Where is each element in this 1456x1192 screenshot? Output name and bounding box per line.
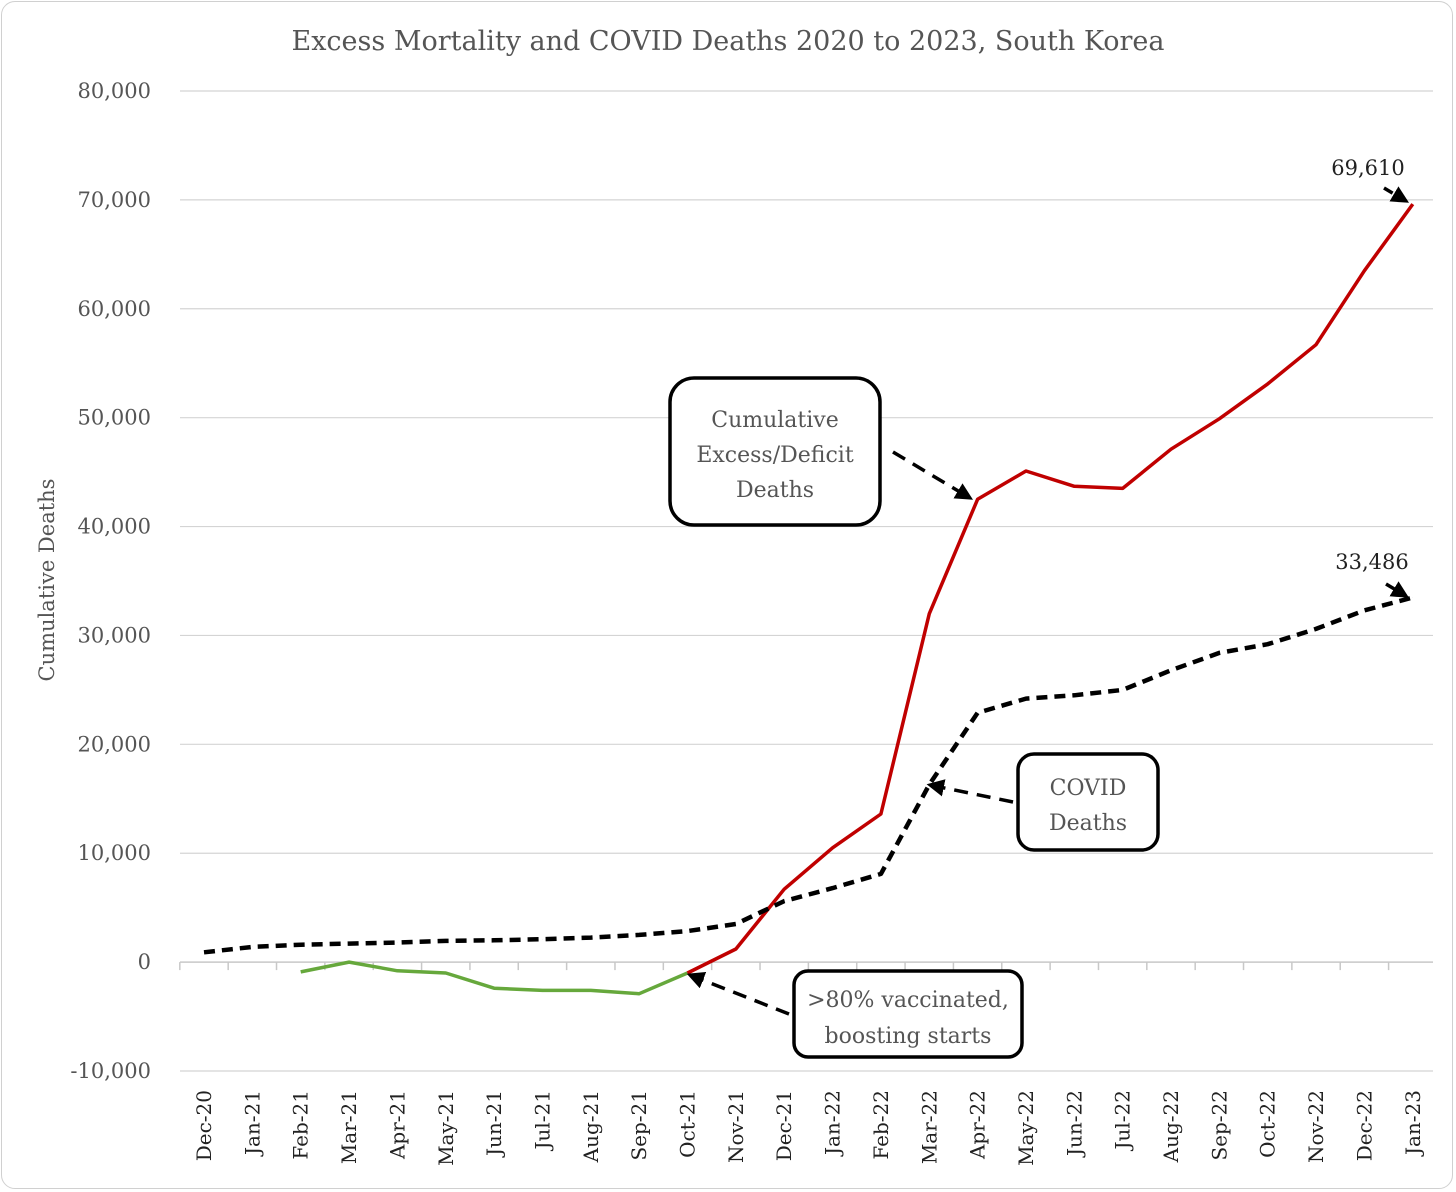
series-lines (203, 203, 1415, 996)
x-tick-label: Sep-22 (1207, 1090, 1231, 1161)
covid-callout-line-1: COVID (1050, 776, 1127, 801)
y-tick-label: 70,000 (78, 188, 151, 212)
excess-callout-line-3: Deaths (736, 478, 814, 503)
y-axis-label: Cumulative Deaths (35, 479, 59, 682)
x-tick-label: Jun-22 (1062, 1090, 1086, 1158)
x-tick-label: May-22 (1014, 1090, 1038, 1166)
excess-callout-arrow (892, 450, 974, 500)
vaccine-callout: >80% vaccinated, boosting starts (686, 969, 1024, 1059)
y-tick-label: 60,000 (78, 297, 151, 321)
x-tick-label: Mar-22 (917, 1090, 941, 1164)
gridlines (180, 90, 1433, 1072)
excess-callout: Cumulative Excess/Deficit Deaths (668, 376, 974, 527)
x-tick-label: Apr-22 (966, 1090, 990, 1160)
y-tick-label: 20,000 (78, 732, 151, 756)
x-tick-label: Jun-21 (482, 1090, 506, 1158)
x-tick-label: Jan-22 (821, 1090, 845, 1157)
excess-callout-line-1: Cumulative (711, 408, 839, 433)
y-axis-ticks: -10,000 0 10,000 20,000 30,000 40,000 50,000 60… (70, 79, 151, 1083)
excess-callout-line-2: Excess/Deficit (696, 443, 853, 468)
x-axis (179, 961, 1433, 971)
series-line-2 (203, 595, 1414, 955)
y-tick-label: 10,000 (78, 841, 151, 865)
x-tick-label: Jul-22 (1111, 1090, 1135, 1152)
chart-title: Excess Mortality and COVID Deaths 2020 t… (291, 26, 1164, 57)
x-tick-label: Mar-21 (337, 1090, 361, 1164)
x-tick-label: Jan-21 (240, 1090, 264, 1157)
y-tick-label: -10,000 (70, 1059, 151, 1083)
vaccine-callout-line-2: boosting starts (825, 1024, 992, 1049)
vaccine-callout-line-1: >80% vaccinated, (807, 988, 1009, 1013)
excess-end-label: 69,610 (1331, 156, 1404, 180)
x-tick-label: Dec-20 (192, 1090, 216, 1161)
covid-end-arrow (1385, 581, 1410, 598)
x-axis-ticks: Dec-20 Jan-21 Feb-21 Mar-21 Apr-21 May-21 Jun-… (192, 1090, 1425, 1166)
covid-end-annotation: 33,486 (1335, 550, 1410, 598)
series-line-1 (686, 203, 1415, 975)
y-tick-label: 80,000 (78, 79, 151, 103)
x-tick-label: Feb-22 (869, 1090, 893, 1160)
x-tick-label: Feb-21 (289, 1090, 313, 1160)
x-tick-label: Aug-22 (1159, 1090, 1183, 1163)
covid-callout-line-2: Deaths (1049, 811, 1127, 836)
y-tick-label: 30,000 (78, 623, 151, 647)
x-tick-label: Jul-21 (530, 1090, 554, 1152)
covid-callout-arrow (926, 779, 1014, 804)
x-tick-label: Nov-22 (1304, 1090, 1328, 1163)
x-tick-label: Jan-23 (1401, 1090, 1425, 1157)
series-line-0 (300, 960, 689, 996)
excess-end-annotation: 69,610 (1331, 156, 1410, 203)
x-tick-label: Dec-21 (772, 1090, 796, 1161)
covid-end-label: 33,486 (1335, 550, 1408, 574)
x-tick-label: Nov-21 (724, 1090, 748, 1163)
x-tick-label: May-21 (434, 1090, 458, 1166)
x-tick-label: Apr-21 (385, 1090, 409, 1160)
excess-end-arrow (1383, 186, 1410, 203)
y-tick-label: 40,000 (78, 515, 151, 539)
x-tick-label: Dec-22 (1352, 1090, 1376, 1161)
x-tick-label: Oct-22 (1256, 1090, 1280, 1158)
x-tick-label: Aug-21 (579, 1090, 603, 1163)
x-tick-label: Sep-21 (627, 1090, 651, 1161)
vaccine-callout-arrow (686, 971, 790, 1016)
y-tick-label: 50,000 (78, 406, 151, 430)
covid-callout: COVID Deaths (926, 752, 1160, 852)
x-tick-label: Oct-21 (676, 1090, 700, 1158)
y-tick-label: 0 (138, 950, 151, 974)
